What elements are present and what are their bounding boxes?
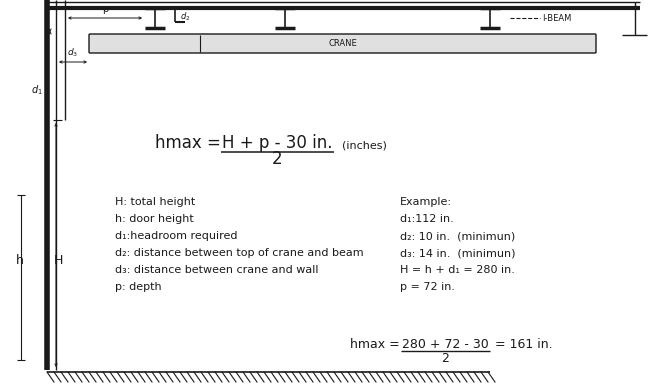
Text: I-BEAM: I-BEAM (542, 14, 572, 23)
Text: d₂: distance between top of crane and beam: d₂: distance between top of crane and be… (115, 248, 364, 258)
Text: (inches): (inches) (342, 140, 387, 150)
Text: d₁:headroom required: d₁:headroom required (115, 231, 237, 241)
Text: d₃: distance between crane and wall: d₃: distance between crane and wall (115, 265, 318, 275)
Text: H: H (54, 254, 63, 266)
Text: p = 72 in.: p = 72 in. (400, 282, 455, 292)
Text: Example:: Example: (400, 197, 452, 207)
Text: p: depth: p: depth (115, 282, 161, 292)
Text: 280 + 72 - 30: 280 + 72 - 30 (402, 338, 488, 351)
Text: h: h (16, 254, 24, 266)
Text: $d_3$: $d_3$ (68, 47, 78, 59)
Text: d₃: 14 in.  (minimun): d₃: 14 in. (minimun) (400, 248, 515, 258)
Text: H = h + d₁ = 280 in.: H = h + d₁ = 280 in. (400, 265, 515, 275)
Text: d₁:112 in.: d₁:112 in. (400, 214, 454, 224)
Text: hmax =: hmax = (155, 134, 226, 152)
Text: H: total height: H: total height (115, 197, 195, 207)
Text: h: door height: h: door height (115, 214, 194, 224)
Text: $d_1$: $d_1$ (31, 83, 43, 97)
Text: hmax =: hmax = (350, 338, 404, 351)
FancyBboxPatch shape (89, 34, 596, 53)
Text: CRANE: CRANE (328, 39, 357, 48)
Text: $d_2$: $d_2$ (180, 11, 190, 23)
Text: H + p - 30 in.: H + p - 30 in. (222, 134, 332, 152)
Text: = 161 in.: = 161 in. (495, 338, 553, 351)
Text: d₂: 10 in.  (minimun): d₂: 10 in. (minimun) (400, 231, 515, 241)
Text: 2: 2 (272, 150, 283, 168)
Text: p: p (102, 4, 108, 14)
Text: 2: 2 (442, 352, 450, 365)
